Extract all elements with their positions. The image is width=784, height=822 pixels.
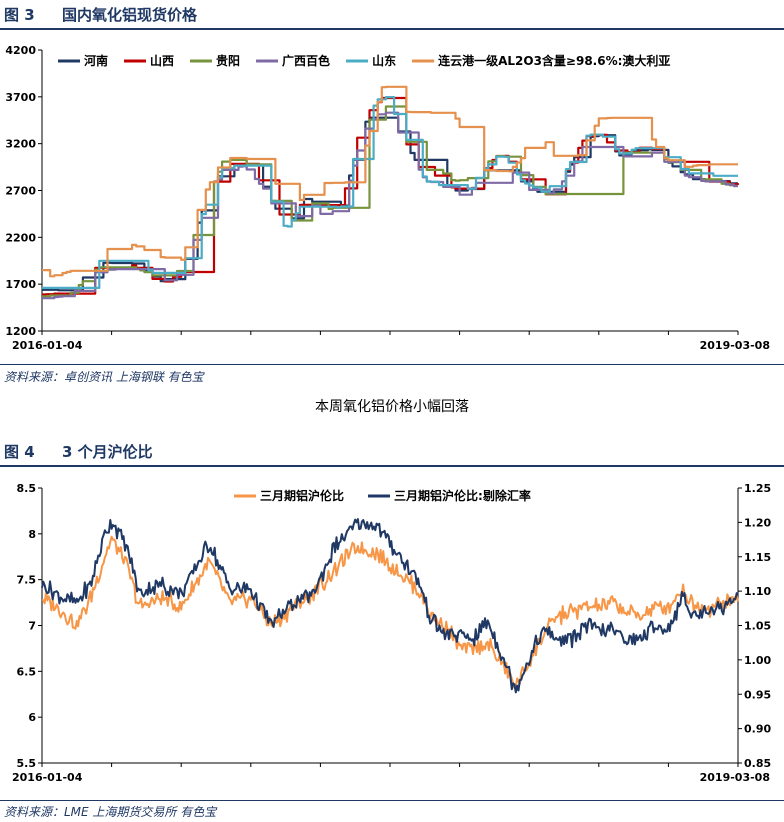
alumina-price-chart: 1200 1700 2200 2700 3200 3700 4200 2016-01-04 20…: [5, 44, 770, 352]
x-tick-label: 2019-03-08: [700, 771, 770, 784]
figure-4-header: 图 4 3 个月沪伦比: [0, 437, 784, 467]
y-tick-label-right: 1.20: [744, 516, 771, 529]
figure-3-source: 资料来源：卓创资讯 上海钢联 有色宝: [4, 370, 204, 384]
source-rule: [0, 364, 784, 365]
legend-label: 山西: [150, 53, 174, 68]
y-tick-label: 2200: [5, 231, 36, 244]
y-tick-label-right: 1.25: [744, 482, 771, 495]
y-tick-label-right: 0.85: [744, 757, 771, 770]
figure-number: 图 3: [4, 6, 35, 24]
figure-title: 国内氧化铝现货价格: [62, 6, 198, 24]
y-tick-label: 3200: [5, 138, 36, 151]
series-line-1: [42, 116, 738, 292]
source-rule: [0, 800, 784, 801]
legend-label: 三月期铝沪伦比:剔除汇率: [394, 488, 531, 503]
figure-number: 图 4: [4, 443, 35, 461]
y-tick-label-right: 1.05: [744, 620, 771, 633]
y-tick-label-right: 1.00: [744, 654, 771, 667]
y-tick-label: 7: [28, 620, 36, 633]
series-line-2: [42, 96, 740, 296]
y-tick-label: 5.5: [17, 757, 37, 770]
figure-3-header: 图 3 国内氧化铝现货价格: [0, 0, 784, 30]
figure-caption: 本周氧化铝价格小幅回落: [315, 399, 469, 415]
y-tick-label-right: 1.10: [744, 585, 771, 598]
y-tick-label: 7.5: [17, 574, 37, 587]
series-line-5: [42, 96, 738, 289]
y-tick-label-right: 0.90: [744, 723, 771, 736]
x-tick-label: 2016-01-04: [12, 771, 83, 784]
legend-label: 山东: [372, 53, 396, 68]
y-tick-label: 2700: [5, 185, 36, 198]
shfe-lme-ratio-chart: 5.5 6 6.5 7 7.5 8 8.5 0.85 0.90 0.95 1.00 1.05 1.10 1…: [12, 482, 771, 784]
y-tick-label: 3700: [5, 91, 36, 104]
series-line-6: [42, 85, 738, 278]
y-tick-label-right: 0.95: [744, 688, 771, 701]
legend-label: 河南: [83, 53, 108, 68]
x-tick-label: 2016-01-04: [12, 339, 83, 352]
series-line-2: [41, 518, 739, 694]
header-rule: [0, 28, 784, 30]
series-line-4: [42, 111, 738, 300]
legend-label: 广西百色: [282, 53, 330, 68]
figure-title: 3 个月沪伦比: [62, 443, 153, 461]
y-tick-label: 1200: [5, 325, 36, 338]
y-tick-label: 6: [28, 711, 36, 724]
x-tick-label: 2019-03-08: [700, 339, 770, 352]
y-tick-label: 1700: [5, 278, 36, 291]
y-tick-label: 6.5: [17, 665, 37, 678]
y-tick-label: 8: [28, 528, 36, 541]
legend-label: 连云港一级AL2O3含量≥98.6%:澳大利亚: [438, 53, 670, 68]
y-tick-label: 4200: [5, 44, 36, 57]
y-tick-label-right: 1.15: [744, 551, 771, 564]
header-rule: [0, 465, 784, 467]
series-line-1: [42, 535, 739, 689]
legend-label: 三月期铝沪伦比: [260, 488, 344, 503]
figure-4-source: 资料来源：LME 上海期货交易所 有色宝: [4, 805, 217, 819]
legend-label: 贵阳: [216, 53, 240, 68]
y-tick-label: 8.5: [17, 482, 37, 495]
